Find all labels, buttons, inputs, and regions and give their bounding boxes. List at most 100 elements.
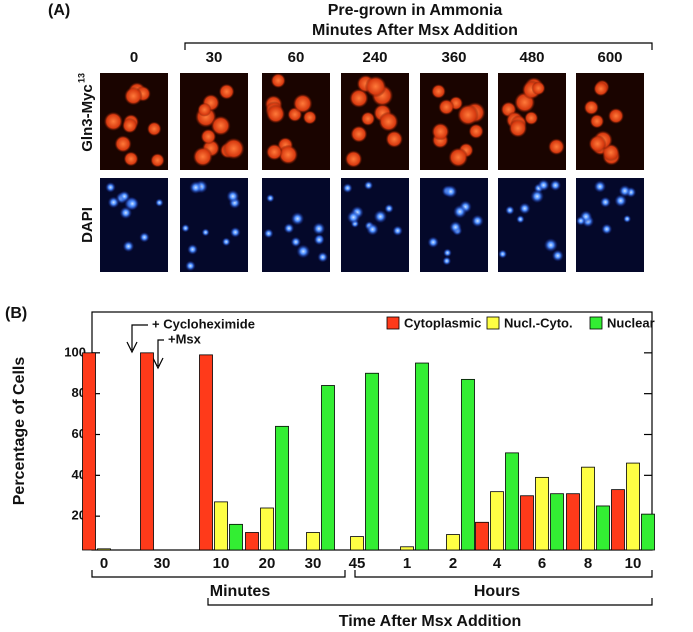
cell bbox=[364, 75, 387, 98]
bar bbox=[400, 546, 414, 551]
cell bbox=[114, 135, 132, 153]
x-tick-label: 10 bbox=[213, 555, 230, 572]
annotation: + Cycloheximide bbox=[152, 316, 255, 331]
column-label: 360 bbox=[441, 49, 466, 66]
x-tick-label: 45 bbox=[349, 555, 366, 572]
annotation: +Msx bbox=[168, 331, 202, 346]
legend-swatch bbox=[386, 316, 400, 330]
bar bbox=[350, 536, 364, 551]
cell bbox=[516, 214, 525, 224]
y-tick-label: 100 bbox=[64, 344, 86, 359]
cell bbox=[350, 125, 368, 143]
cell bbox=[468, 123, 484, 139]
cell bbox=[189, 181, 203, 195]
x-tick-label: 20 bbox=[259, 555, 276, 572]
cell bbox=[265, 143, 283, 161]
cell bbox=[118, 190, 131, 202]
x-tick-label: 10 bbox=[625, 555, 642, 572]
cell bbox=[200, 128, 217, 145]
arrow bbox=[126, 324, 164, 370]
panel-title: Pre-grown in Ammonia bbox=[328, 2, 503, 19]
cell bbox=[508, 119, 528, 138]
cell bbox=[373, 209, 388, 224]
cell bbox=[197, 102, 212, 117]
x-tick-label: 30 bbox=[154, 555, 171, 572]
cell bbox=[618, 184, 631, 198]
cell bbox=[589, 113, 605, 129]
cell bbox=[290, 211, 305, 226]
y-axis-label: Percentage of Cells bbox=[11, 357, 28, 506]
cell bbox=[607, 107, 625, 124]
cell bbox=[385, 130, 404, 148]
cell bbox=[537, 179, 550, 192]
bar bbox=[505, 452, 519, 551]
cell bbox=[457, 104, 479, 126]
cell bbox=[363, 180, 374, 191]
bar bbox=[245, 532, 259, 551]
cell bbox=[443, 248, 452, 258]
cell bbox=[505, 205, 515, 215]
cell bbox=[270, 73, 286, 89]
cell bbox=[221, 237, 231, 247]
panel-title: Minutes After Msx Addition bbox=[312, 22, 518, 39]
cell bbox=[125, 197, 140, 211]
cell bbox=[292, 93, 313, 114]
cell bbox=[448, 147, 469, 168]
group-label: Minutes bbox=[210, 583, 271, 600]
bar bbox=[365, 372, 379, 551]
bar bbox=[641, 513, 655, 551]
cell bbox=[107, 196, 120, 209]
cell bbox=[103, 111, 123, 132]
x-tick-label: 0 bbox=[100, 555, 108, 572]
micrograph bbox=[100, 178, 168, 272]
cell bbox=[150, 153, 165, 168]
bar bbox=[275, 425, 289, 551]
x-tick-label: 8 bbox=[584, 555, 592, 572]
bar bbox=[97, 548, 111, 551]
cell bbox=[431, 84, 446, 99]
bar bbox=[446, 534, 460, 551]
x-tick-label: 30 bbox=[305, 555, 322, 572]
bar bbox=[550, 493, 564, 551]
cell bbox=[313, 234, 325, 246]
bar bbox=[321, 385, 335, 551]
cell bbox=[453, 204, 467, 219]
row-label-text: Gln3-Myc bbox=[79, 84, 96, 152]
legend-swatch bbox=[486, 316, 500, 330]
cell bbox=[139, 232, 150, 243]
cell bbox=[105, 181, 116, 193]
column-label: 600 bbox=[597, 49, 622, 66]
cell bbox=[226, 189, 240, 203]
panel-label: (B) bbox=[5, 305, 27, 322]
cell bbox=[155, 198, 164, 207]
cell bbox=[378, 111, 399, 132]
cell bbox=[444, 184, 458, 199]
cell bbox=[438, 98, 455, 116]
bar bbox=[82, 352, 96, 551]
cell bbox=[187, 243, 198, 255]
cell bbox=[548, 138, 565, 156]
cell bbox=[283, 223, 295, 234]
bar bbox=[626, 462, 640, 551]
cell bbox=[346, 210, 361, 225]
cell bbox=[530, 189, 545, 204]
cell bbox=[342, 183, 353, 194]
cell bbox=[384, 203, 394, 214]
bracket bbox=[91, 570, 653, 606]
bar bbox=[260, 507, 274, 551]
cell bbox=[524, 111, 539, 126]
column-label: 60 bbox=[288, 49, 305, 66]
cell bbox=[449, 220, 462, 234]
cell bbox=[312, 222, 326, 236]
bar bbox=[415, 362, 429, 551]
legend-swatch bbox=[589, 316, 603, 330]
cell bbox=[302, 110, 317, 125]
cell bbox=[392, 225, 403, 236]
bar bbox=[214, 501, 228, 551]
cell bbox=[119, 206, 133, 220]
column-label: 0 bbox=[130, 49, 138, 66]
bar bbox=[596, 505, 610, 551]
panel-label: (A) bbox=[48, 2, 70, 19]
cell bbox=[185, 260, 196, 272]
